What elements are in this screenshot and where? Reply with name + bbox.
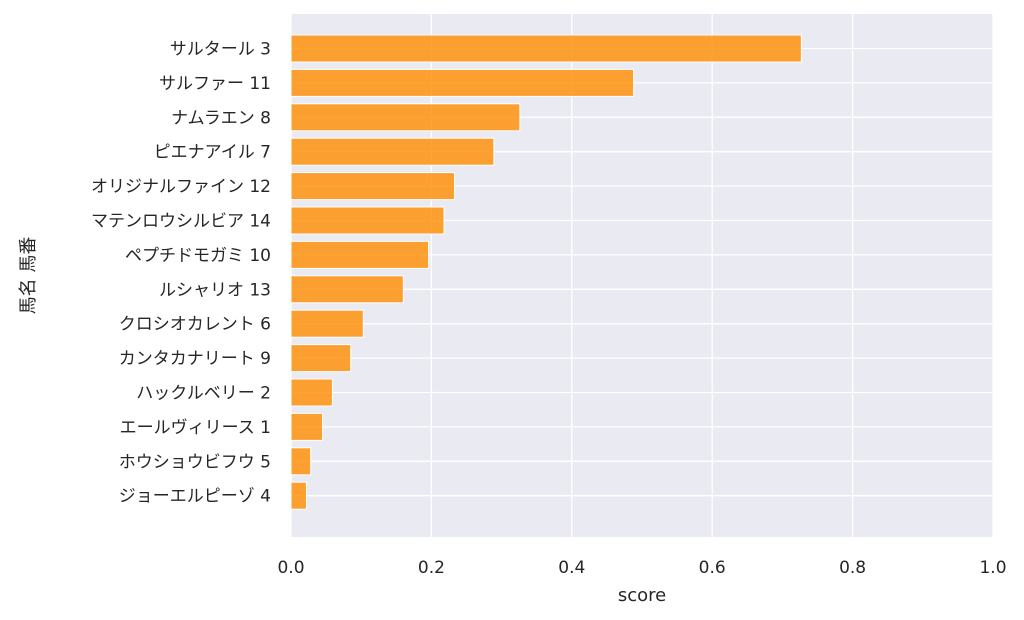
y-tick-label: マテンロウシルビア 14 xyxy=(91,212,271,232)
bar xyxy=(290,378,333,407)
bar xyxy=(290,275,404,304)
y-tick-label: ピエナアイル 7 xyxy=(154,143,271,163)
bar xyxy=(290,137,495,166)
bar xyxy=(290,412,324,441)
x-tick-label: 0.4 xyxy=(558,558,585,578)
bar xyxy=(290,481,307,510)
x-tick-label: 1.0 xyxy=(979,558,1006,578)
y-tick-label: ジョーエルピーゾ 4 xyxy=(119,487,271,507)
bar xyxy=(290,240,430,269)
y-tick-label: エールヴィリース 1 xyxy=(120,418,271,438)
y-tick-labels: サルタール 3 サルファー 11 ナムラエン 8 ピエナアイル 7 オリジナルファイン … xyxy=(91,40,271,507)
bar xyxy=(290,344,352,373)
x-tick-label: 0.8 xyxy=(839,558,866,578)
y-tick-label: ホウショウビフウ 5 xyxy=(119,452,271,472)
y-tick-label: ペプチドモガミ 10 xyxy=(125,246,271,266)
bar xyxy=(290,103,521,132)
bar xyxy=(290,309,364,338)
y-tick-label: ハックルベリー 2 xyxy=(136,384,271,404)
y-tick-label: カンタカナリート 9 xyxy=(119,349,271,369)
bar xyxy=(290,206,445,235)
x-tick-label: 0.2 xyxy=(418,558,445,578)
bar xyxy=(290,68,635,97)
y-tick-label: クロシオカレント 6 xyxy=(119,315,271,335)
y-tick-label: サルファー 11 xyxy=(159,74,271,94)
bars xyxy=(290,34,802,510)
y-tick-label: ナムラエン 8 xyxy=(171,108,271,128)
x-axis-title: score xyxy=(618,585,666,606)
x-tick-label: 0.6 xyxy=(699,558,726,578)
y-axis-title: 馬名 馬番 xyxy=(18,237,39,315)
y-tick-label: オリジナルファイン 12 xyxy=(91,177,271,197)
y-tick-label: サルタール 3 xyxy=(170,40,271,60)
y-tick-label: ルシャリオ 13 xyxy=(159,280,271,300)
bar xyxy=(290,447,312,476)
bar xyxy=(290,172,456,201)
x-tick-labels: 0.0 0.2 0.4 0.6 0.8 1.0 xyxy=(277,558,1006,578)
x-tick-label: 0.0 xyxy=(277,558,304,578)
plot-background xyxy=(291,14,993,537)
bar xyxy=(290,34,802,63)
